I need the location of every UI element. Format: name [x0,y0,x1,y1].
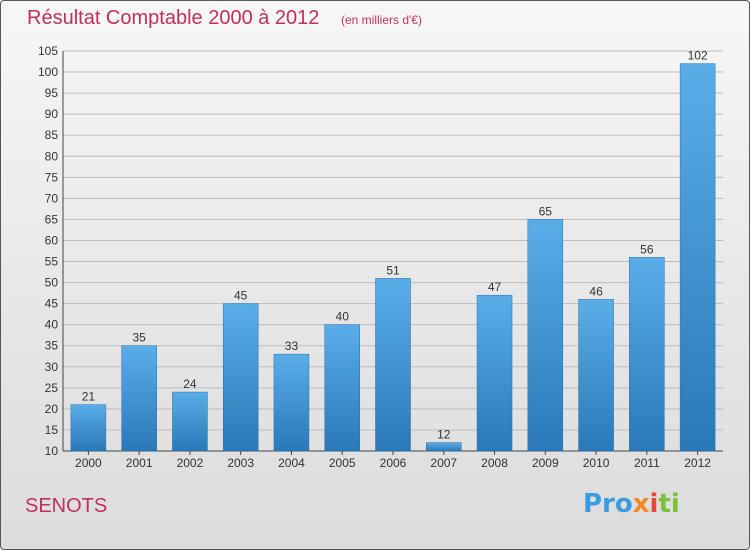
x-tick-label: 2007 [430,456,457,470]
bar [476,294,513,452]
logo-part: Pro [583,489,633,519]
y-tick-label: 10 [45,444,59,458]
chart-subtitle: (en milliers d'€) [341,13,422,27]
logo-part: i [649,489,659,519]
data-label: 12 [437,428,451,442]
bar [121,345,157,452]
y-tick-label: 55 [45,255,59,269]
y-tick-label: 30 [45,360,59,374]
data-label: 51 [386,263,400,277]
x-tick-label: 2001 [126,456,153,470]
x-tick-label: 2002 [177,456,204,470]
y-tick-label: 100 [38,65,58,79]
bar [273,353,310,452]
x-tick-labels: 2000 2001 2002 2003 2004 2005 2006 2007 2008 2009… [75,451,711,470]
chart-title: Résultat Comptable 2000 à 2012 [27,7,320,29]
x-tick-label: 2010 [583,456,610,470]
y-tick-label: 50 [45,276,59,290]
bar [578,299,614,452]
logo-part: ti [658,489,680,519]
bar [679,63,716,452]
town-name: SENOTS [25,495,108,517]
y-tick-label: 75 [45,170,59,184]
y-tick-label: 95 [45,86,59,100]
data-label: 47 [488,280,502,294]
x-tick-label: 2004 [278,456,305,470]
bar [527,219,564,452]
data-label: 24 [183,377,197,391]
x-tick-label: 2011 [634,456,660,470]
y-tick-label: 60 [45,233,59,247]
x-tick-label: 2008 [481,456,508,470]
x-tick-label: 2009 [532,456,559,470]
y-tick-label: 45 [45,297,59,311]
y-tick-label: 85 [45,128,59,142]
x-tick-label: 2000 [75,456,102,470]
y-tick-label: 80 [45,149,59,163]
bar [172,391,208,452]
data-label: 35 [132,331,146,345]
bar [324,324,360,452]
y-tick-labels: 10 15 20 25 30 35 40 45 50 55 60 65 70 75 80 85 90 95 100 1… [38,44,58,458]
data-label: 45 [234,289,248,303]
x-tick-label: 2005 [329,456,356,470]
x-tick-label: 2006 [380,456,407,470]
data-label: 102 [688,49,708,63]
y-tick-label: 65 [45,212,59,226]
y-tick-label: 25 [45,381,59,395]
y-tick-label: 105 [38,44,58,58]
y-tick-label: 35 [45,339,59,353]
bar [426,442,462,452]
bar [629,257,665,452]
y-tick-label: 20 [45,402,59,416]
data-label: 46 [589,284,603,298]
bar [375,278,411,452]
data-label: 56 [640,242,654,256]
proxiti-logo: Proxiti [583,489,680,519]
data-label: 21 [82,390,96,404]
bars [70,63,716,452]
y-tick-label: 70 [45,191,59,205]
data-label: 65 [539,204,553,218]
y-tick-label: 40 [45,318,59,332]
logo-part: x [632,489,650,519]
y-tick-label: 15 [45,423,59,437]
bar [70,404,107,452]
data-labels: 21 35 24 45 33 40 51 12 47 65 46 56 102 [82,49,708,442]
data-label: 40 [336,310,350,324]
x-tick-label: 2003 [227,456,254,470]
y-tick-label: 90 [45,107,59,121]
data-label: 33 [285,339,299,353]
bar [222,303,259,452]
x-tick-label: 2012 [684,456,711,470]
